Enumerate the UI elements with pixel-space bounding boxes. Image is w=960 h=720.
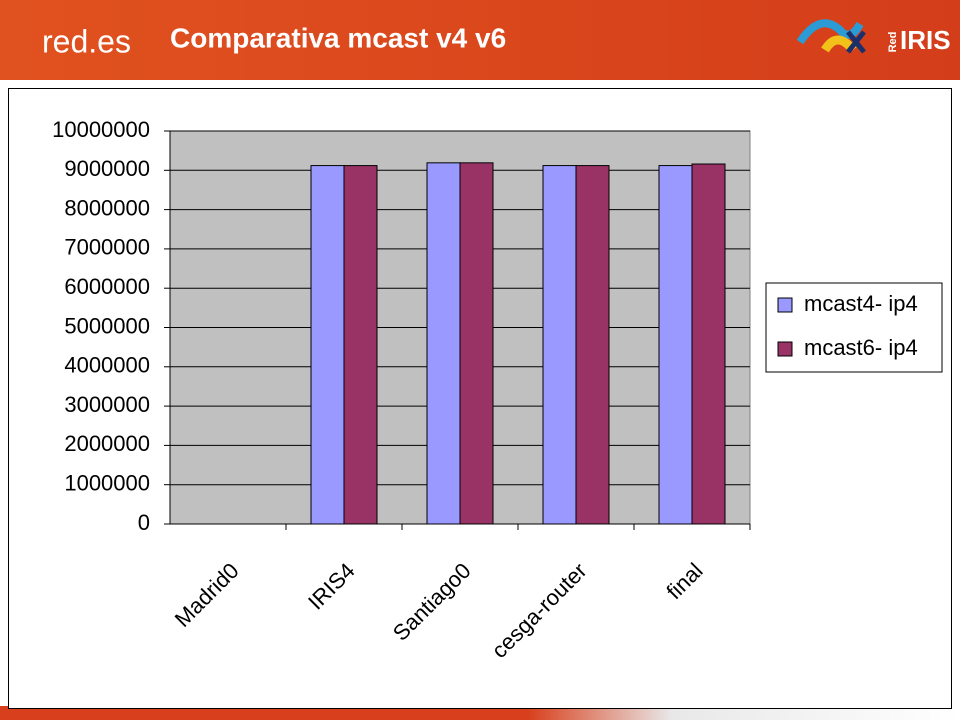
bar — [691, 163, 726, 525]
slide-title: Comparativa mcast v4 v6 — [170, 22, 506, 53]
y-tick-label: 3000000 — [64, 392, 150, 417]
bar — [310, 165, 345, 525]
y-tick-label: 6000000 — [64, 274, 150, 299]
y-tick-label: 7000000 — [64, 235, 150, 260]
bar — [575, 165, 610, 525]
footer-strip — [0, 706, 960, 720]
y-tick-label: 4000000 — [64, 353, 150, 378]
y-tick-label: 0 — [138, 510, 150, 535]
logo-left: red.es — [42, 23, 131, 59]
legend-label: mcast6- ip4 — [804, 335, 918, 360]
y-tick-label: 10000000 — [52, 117, 150, 142]
logo-right: IRIS — [900, 25, 951, 55]
y-tick-label: 9000000 — [64, 156, 150, 181]
bar — [426, 162, 461, 525]
legend-swatch — [777, 297, 793, 313]
bar — [343, 165, 378, 525]
logo-right-icon — [796, 19, 866, 54]
y-tick-label: 1000000 — [64, 471, 150, 496]
y-tick-label: 2000000 — [64, 431, 150, 456]
legend-box — [765, 282, 943, 373]
legend-label: mcast4- ip4 — [804, 291, 918, 316]
bar — [658, 165, 693, 525]
y-tick-label: 8000000 — [64, 195, 150, 220]
bar — [459, 162, 494, 525]
y-tick-label: 5000000 — [64, 313, 150, 338]
legend-swatch — [777, 341, 793, 357]
logo-right-small: Red — [887, 32, 899, 53]
bar — [542, 165, 577, 525]
